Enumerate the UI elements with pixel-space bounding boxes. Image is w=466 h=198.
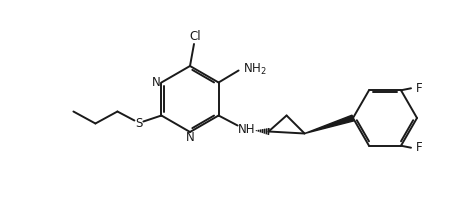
Polygon shape	[305, 115, 354, 133]
Text: F: F	[416, 141, 422, 154]
Text: S: S	[136, 117, 143, 130]
Text: F: F	[416, 82, 422, 95]
Text: N: N	[151, 75, 160, 89]
Text: NH$_2$: NH$_2$	[243, 62, 267, 77]
Text: NH: NH	[238, 123, 255, 136]
Text: N: N	[186, 131, 195, 144]
Text: Cl: Cl	[189, 30, 201, 43]
